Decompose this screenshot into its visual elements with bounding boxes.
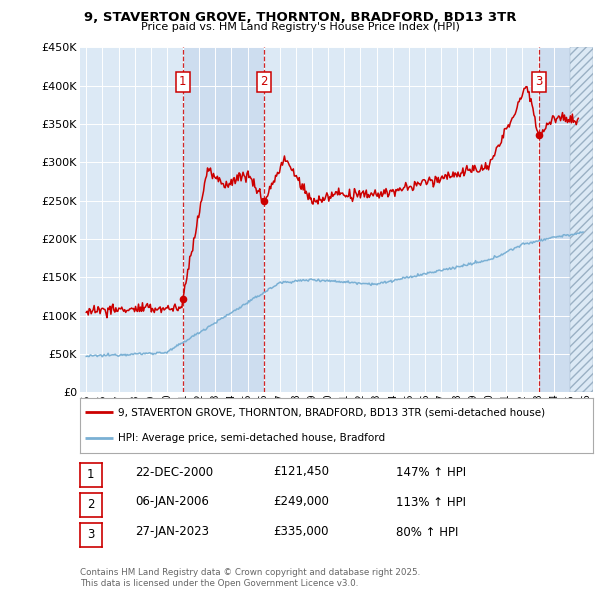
Text: 147% ↑ HPI: 147% ↑ HPI (396, 466, 466, 478)
Text: £249,000: £249,000 (273, 496, 329, 509)
Text: 06-JAN-2006: 06-JAN-2006 (135, 496, 209, 509)
Text: 3: 3 (535, 75, 543, 88)
Text: 9, STAVERTON GROVE, THORNTON, BRADFORD, BD13 3TR (semi-detached house): 9, STAVERTON GROVE, THORNTON, BRADFORD, … (118, 407, 545, 417)
Text: 22-DEC-2000: 22-DEC-2000 (135, 466, 213, 478)
Text: £335,000: £335,000 (273, 526, 329, 539)
Text: 2: 2 (260, 75, 268, 88)
Text: 2: 2 (87, 499, 95, 512)
Text: 1: 1 (87, 468, 95, 481)
Bar (570, 47, 593, 392)
Text: 3: 3 (87, 529, 95, 542)
Text: 9, STAVERTON GROVE, THORNTON, BRADFORD, BD13 3TR: 9, STAVERTON GROVE, THORNTON, BRADFORD, … (84, 11, 516, 24)
Bar (182, 47, 264, 392)
Text: HPI: Average price, semi-detached house, Bradford: HPI: Average price, semi-detached house,… (118, 434, 385, 444)
Text: Contains HM Land Registry data © Crown copyright and database right 2025.
This d: Contains HM Land Registry data © Crown c… (80, 568, 420, 588)
Text: 113% ↑ HPI: 113% ↑ HPI (396, 496, 466, 509)
Text: 27-JAN-2023: 27-JAN-2023 (135, 526, 209, 539)
Bar (539, 47, 575, 392)
Text: Price paid vs. HM Land Registry's House Price Index (HPI): Price paid vs. HM Land Registry's House … (140, 22, 460, 32)
Text: £121,450: £121,450 (273, 466, 329, 478)
Text: 80% ↑ HPI: 80% ↑ HPI (396, 526, 458, 539)
Text: 1: 1 (179, 75, 187, 88)
